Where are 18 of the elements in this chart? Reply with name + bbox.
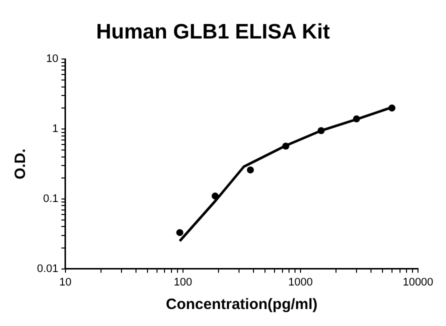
x-tick-label: 1000 <box>288 276 313 288</box>
x-tick-label: 10000 <box>402 276 434 288</box>
point <box>282 142 290 150</box>
y-tick-label: 0.01 <box>36 262 58 275</box>
point <box>176 229 184 236</box>
y-tick-label: 1 <box>52 123 58 136</box>
x-tick-label: 100 <box>174 276 192 288</box>
point <box>353 115 360 122</box>
point <box>318 127 325 134</box>
y-axis-title: O.D. <box>12 148 30 180</box>
y-tick-label: 10 <box>46 53 58 66</box>
chart-title: Human GLB1 ELISA Kit <box>96 20 330 44</box>
point <box>388 104 396 112</box>
x-axis-title: Concentration(pg/ml) <box>166 296 318 314</box>
point <box>246 166 254 174</box>
y-tick-label: 0.1 <box>43 192 58 205</box>
x-tick-label: 10 <box>59 276 72 288</box>
point <box>212 192 219 200</box>
